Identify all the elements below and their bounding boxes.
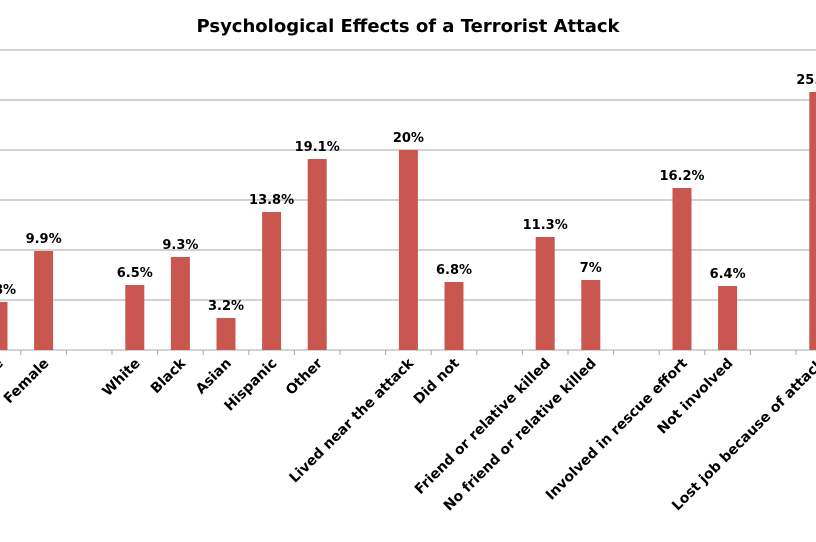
bar <box>34 251 54 350</box>
data-label: 7% <box>580 261 602 276</box>
bar <box>398 150 418 350</box>
bar <box>216 318 236 350</box>
bar <box>809 92 816 350</box>
bar <box>125 285 145 350</box>
chart-title: Psychological Effects of a Terrorist Att… <box>196 16 620 37</box>
category-label: Other <box>283 355 326 398</box>
data-label: 4.8% <box>0 283 16 298</box>
data-label: 6.5% <box>117 266 153 281</box>
data-label: 19.1% <box>295 140 340 155</box>
data-label: 20% <box>393 131 424 146</box>
category-label: White <box>100 356 144 400</box>
data-label: 6.8% <box>436 263 472 278</box>
category-label: Lost job because of attack <box>669 355 816 514</box>
data-label: 9.3% <box>162 238 198 253</box>
data-label: 3.2% <box>208 299 244 314</box>
bar <box>0 302 8 350</box>
bar <box>672 188 692 350</box>
category-label: Asian <box>193 356 235 398</box>
category-label: Male <box>0 356 7 394</box>
bar <box>170 257 190 350</box>
bar <box>535 237 555 350</box>
data-label: 16.2% <box>659 169 704 184</box>
category-label: Did not <box>411 355 463 407</box>
bar <box>718 286 738 350</box>
bar <box>307 159 327 350</box>
bar <box>262 212 282 350</box>
data-label: 13.8% <box>249 193 294 208</box>
bar <box>581 280 601 350</box>
category-label: Black <box>148 355 190 397</box>
data-label: 9.9% <box>26 232 62 247</box>
bar <box>444 282 464 350</box>
data-label: 11.3% <box>523 218 568 233</box>
data-label: 25.8% <box>796 73 816 88</box>
category-label: Female <box>1 356 52 407</box>
data-label: 6.4% <box>710 267 746 282</box>
